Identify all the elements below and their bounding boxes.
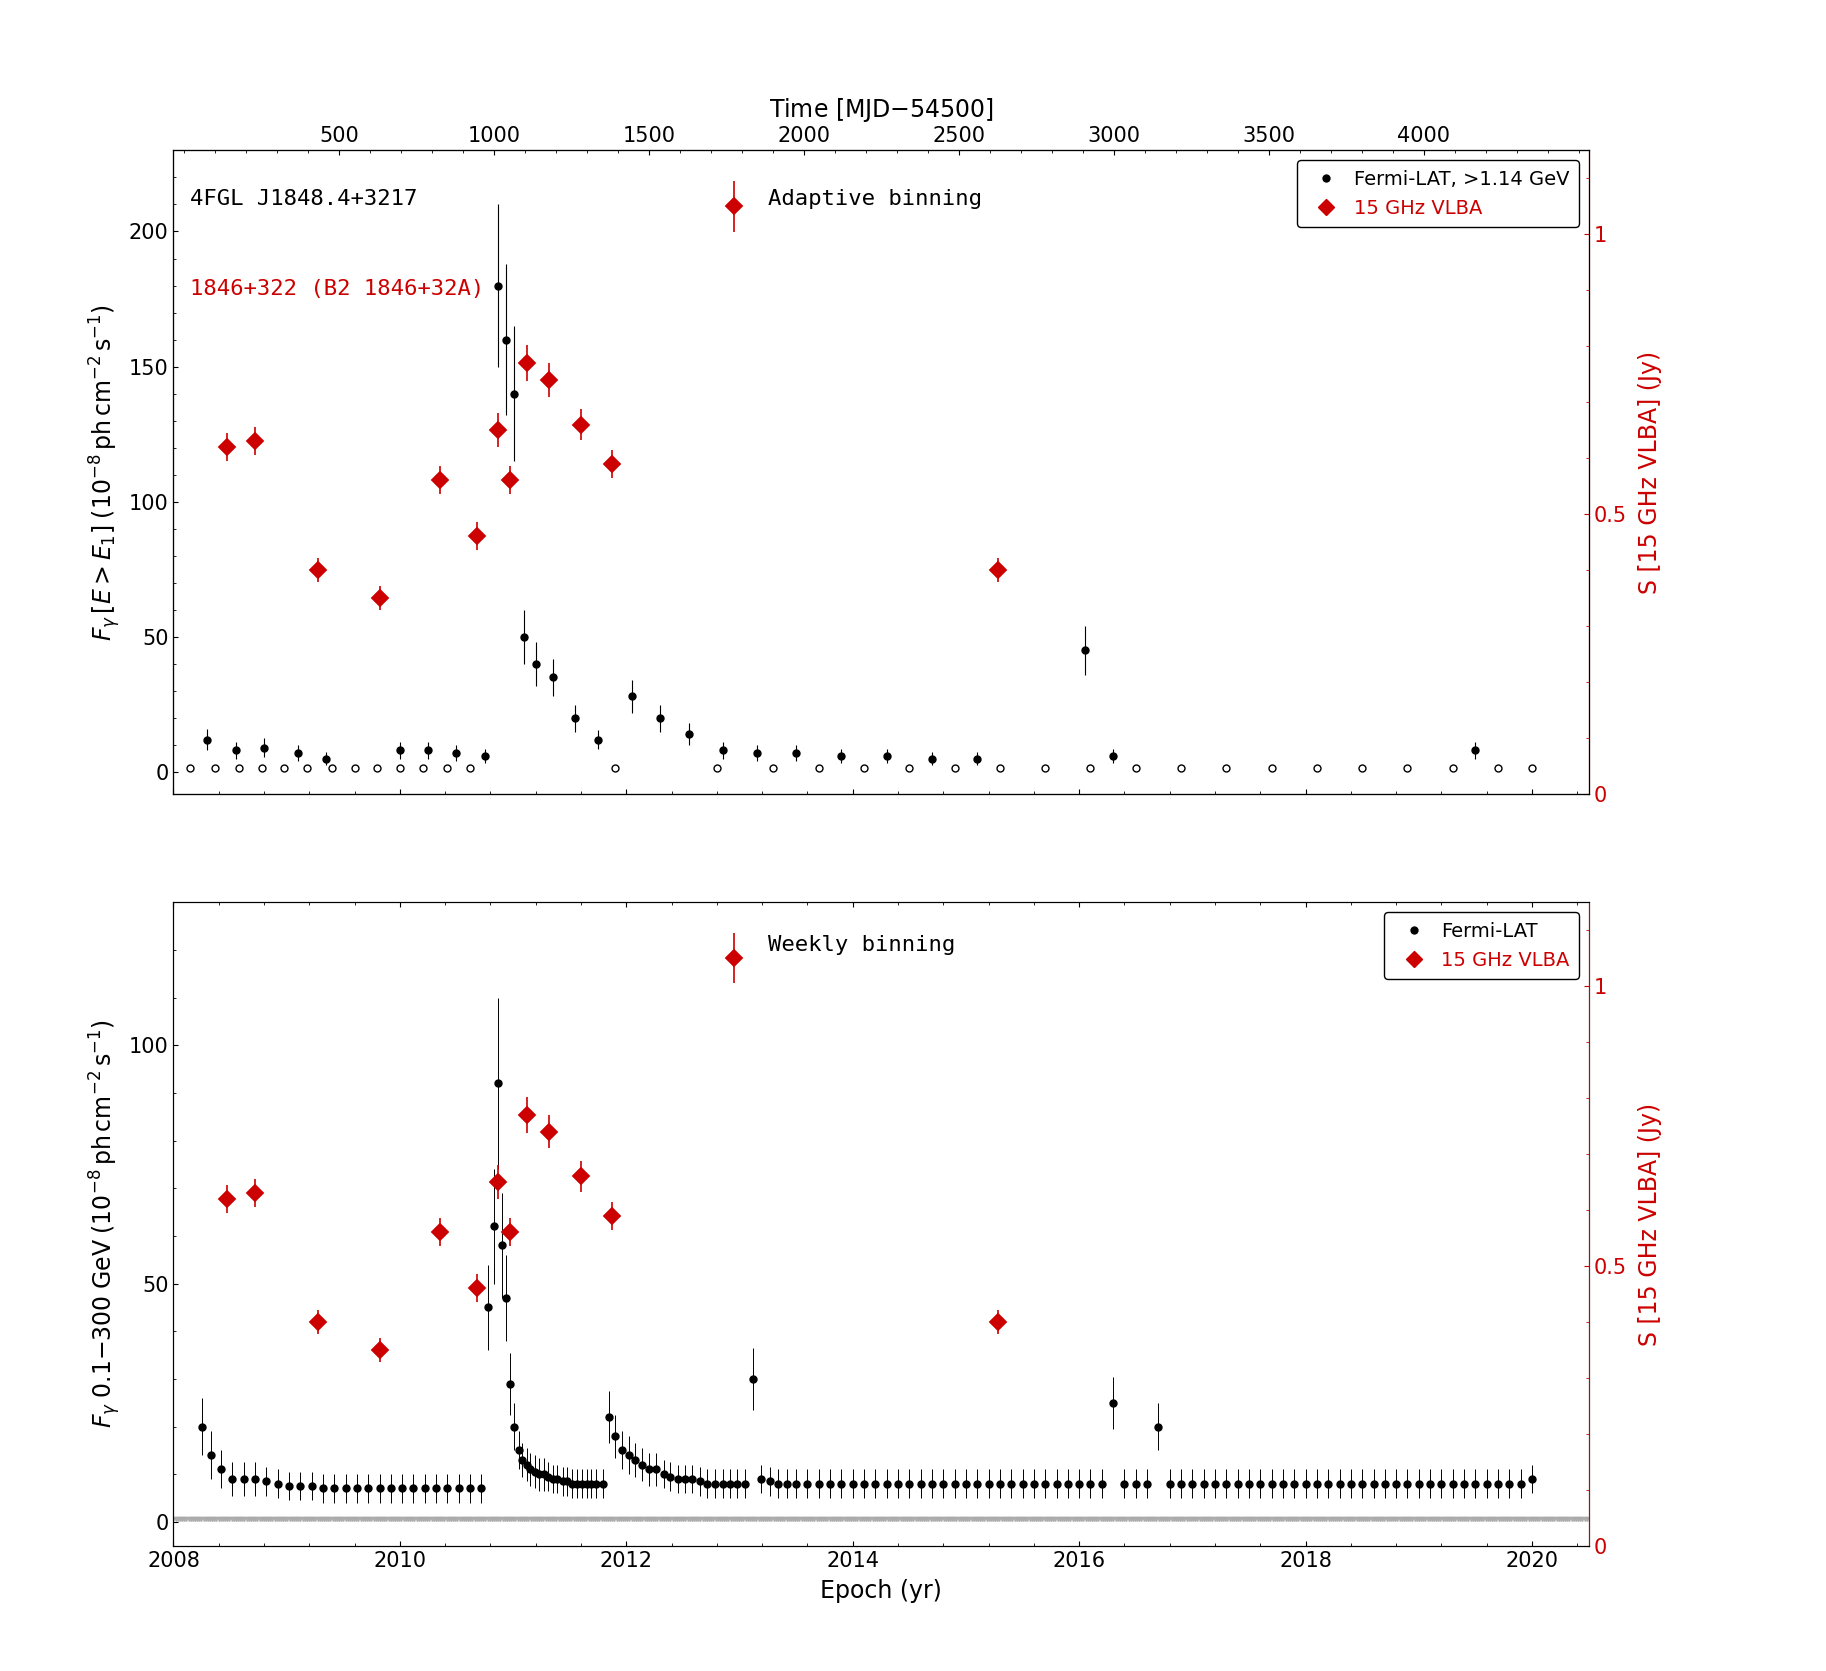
Legend: Fermi-LAT, 15 GHz VLBA: Fermi-LAT, 15 GHz VLBA bbox=[1384, 912, 1579, 979]
Text: Weekly binning: Weekly binning bbox=[767, 934, 955, 954]
X-axis label: Epoch (yr): Epoch (yr) bbox=[820, 1579, 942, 1602]
Y-axis label: S [15 GHz VLBA] (Jy): S [15 GHz VLBA] (Jy) bbox=[1638, 351, 1662, 593]
Y-axis label: S [15 GHz VLBA] (Jy): S [15 GHz VLBA] (Jy) bbox=[1638, 1103, 1662, 1345]
Y-axis label: $F_\gamma\,[E{>}E_1]\;(10^{-8}\,\mathrm{ph\,cm^{-2}\,s^{-1}})$: $F_\gamma\,[E{>}E_1]\;(10^{-8}\,\mathrm{… bbox=[88, 304, 124, 640]
Text: 1846+322 (B2 1846+32A): 1846+322 (B2 1846+32A) bbox=[190, 279, 484, 299]
Text: Adaptive binning: Adaptive binning bbox=[767, 189, 982, 209]
Text: 4FGL J1848.4+3217: 4FGL J1848.4+3217 bbox=[190, 189, 418, 209]
X-axis label: Time [MJD$-$54500]: Time [MJD$-$54500] bbox=[769, 97, 993, 124]
Legend: Fermi-LAT, >1.14 GeV, 15 GHz VLBA: Fermi-LAT, >1.14 GeV, 15 GHz VLBA bbox=[1296, 160, 1579, 227]
Y-axis label: $F_\gamma\;0.1{-}300\;\mathrm{GeV}\;(10^{-8}\,\mathrm{ph\,cm^{-2}\,s^{-1}})$: $F_\gamma\;0.1{-}300\;\mathrm{GeV}\;(10^… bbox=[88, 1019, 124, 1429]
